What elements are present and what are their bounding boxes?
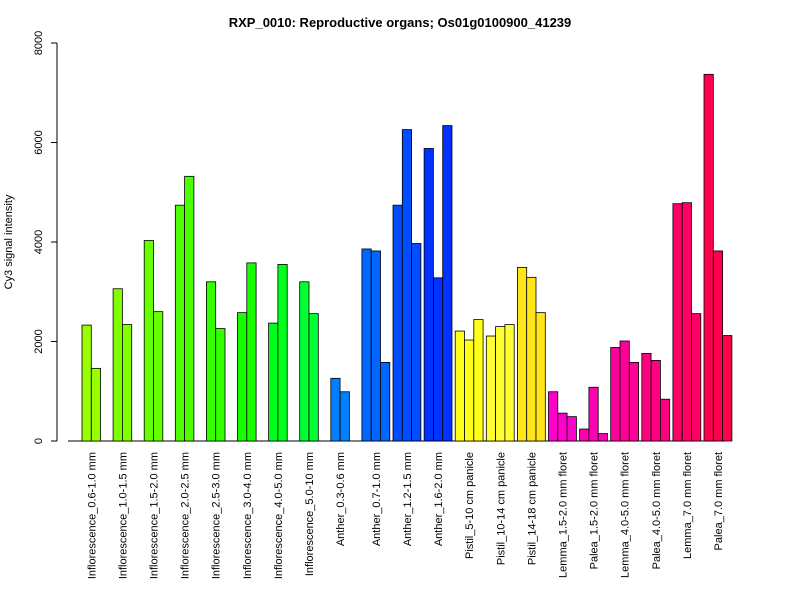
- bars: [81, 73, 733, 442]
- y-tick-label: 6000: [33, 130, 45, 154]
- category-label: Inflorescence_1.5-2.0 mm: [149, 452, 161, 579]
- bar: [392, 204, 403, 442]
- bar: [299, 281, 310, 442]
- bar: [588, 386, 599, 442]
- bar: [650, 360, 661, 442]
- bar: [691, 313, 702, 442]
- bar: [205, 281, 217, 442]
- bar: [535, 312, 546, 442]
- category-label: Lemma_7.0 mm floret: [682, 452, 694, 559]
- bar: [215, 328, 226, 442]
- bar: [681, 202, 692, 442]
- bar: [423, 148, 434, 442]
- bar: [712, 250, 723, 442]
- category-labels: Inflorescence_0.6-1.0 mm Inflorescence_1.…: [86, 452, 725, 579]
- bar: [619, 340, 630, 442]
- bar: [504, 324, 515, 442]
- bar: [526, 276, 537, 442]
- bar: [660, 398, 671, 442]
- category-label: Anther_0.3-0.6 mm: [335, 452, 347, 546]
- category-label: Palea_1.5-2.0 mm floret: [589, 452, 601, 569]
- category-label: Lemma_1.5-2.0 mm floret: [557, 452, 569, 578]
- y-tick-label: 0: [33, 438, 45, 444]
- category-label: Inflorescence_2.5-3.0 mm: [211, 452, 223, 579]
- bar: [277, 263, 288, 442]
- bar: [703, 73, 714, 442]
- bar: [672, 203, 683, 442]
- bar: [143, 240, 154, 442]
- bar: [268, 322, 279, 442]
- bar: [380, 361, 391, 442]
- bar: [566, 416, 577, 442]
- bar: [81, 324, 92, 442]
- bar: [184, 175, 195, 442]
- bar: [122, 324, 133, 442]
- bar: [597, 433, 608, 442]
- category-label: Palea_7.0 mm floret: [713, 452, 725, 550]
- bar: [174, 204, 186, 442]
- bar: [548, 391, 559, 442]
- y-axis-label: Cy3 signal intensity: [3, 194, 15, 289]
- bar: [370, 250, 381, 442]
- category-label: Inflorescence_2.0-2.5 mm: [180, 452, 192, 579]
- bar: [641, 353, 652, 442]
- bar: [628, 361, 639, 442]
- bar: [411, 243, 422, 442]
- y-tick-label: 8000: [33, 31, 45, 55]
- bar: [473, 319, 484, 442]
- bar: [464, 339, 475, 442]
- bar: [485, 335, 496, 442]
- bar: [246, 262, 257, 442]
- bar: [401, 129, 412, 442]
- bar: [442, 125, 453, 442]
- y-axis: 0 2000 4000 6000 8000: [33, 31, 58, 444]
- category-label: Inflorescence_1.0-1.5 mm: [117, 452, 129, 579]
- category-label: Pistil_10-14 cm panicle: [495, 452, 507, 565]
- bar: [610, 347, 621, 442]
- bar: [722, 335, 733, 442]
- category-label: Inflorescence_3.0-4.0 mm: [242, 452, 254, 579]
- bar: [112, 288, 123, 442]
- y-tick-label: 2000: [33, 329, 45, 353]
- category-label: Lemma_4.0-5.0 mm floret: [620, 452, 632, 578]
- y-tick-label: 4000: [33, 230, 45, 254]
- bar: [495, 326, 506, 442]
- bar: [361, 248, 372, 442]
- category-label: Inflorescence_5.0-10 mm: [304, 452, 316, 576]
- bar: [330, 377, 341, 442]
- category-label: Pistil_5-10 cm panicle: [464, 452, 476, 559]
- category-label: Anther_1.2-1.5 mm: [402, 452, 414, 546]
- category-label: Inflorescence_0.6-1.0 mm: [86, 452, 98, 579]
- bar: [517, 266, 528, 442]
- category-label: Anther_0.7-1.0 mm: [371, 452, 383, 546]
- category-label: Pistil_14-18 cm panicle: [526, 452, 538, 565]
- bar: [237, 312, 248, 442]
- bar: [557, 412, 568, 442]
- category-label: Palea_4.0-5.0 mm floret: [651, 452, 663, 569]
- bar: [579, 428, 590, 442]
- bar: [90, 367, 102, 442]
- category-label: Inflorescence_4.0-5.0 mm: [273, 452, 285, 579]
- bar: [454, 330, 465, 442]
- chart-title: RXP_0010: Reproductive organs; Os01g0100…: [229, 15, 572, 30]
- bar: [308, 313, 319, 442]
- bar: [432, 277, 444, 442]
- bar: [153, 311, 164, 442]
- bar: [339, 391, 350, 442]
- category-label: Anther_1.6-2.0 mm: [433, 452, 445, 546]
